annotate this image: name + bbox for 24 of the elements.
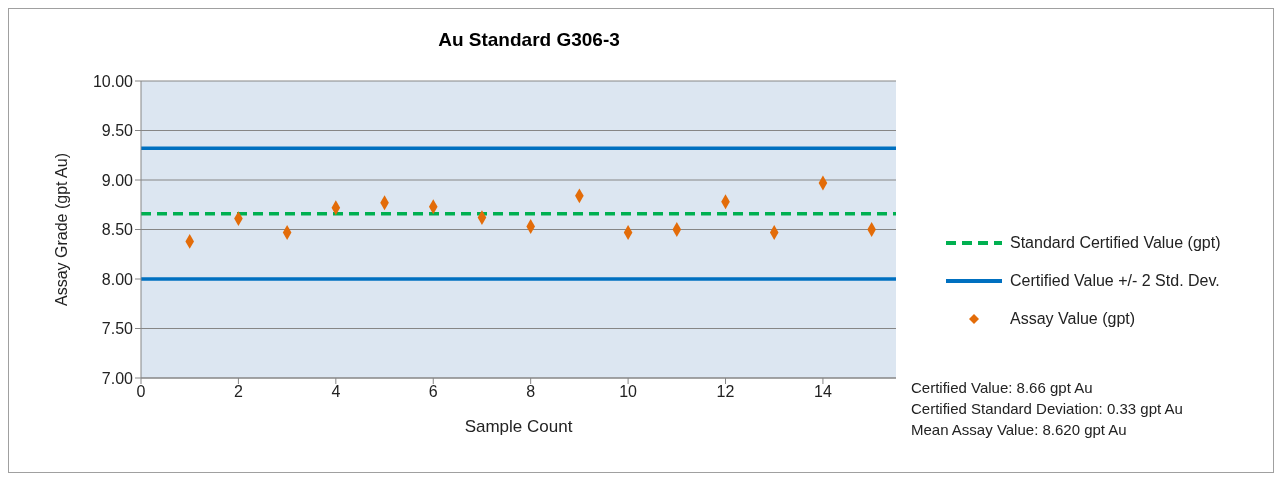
x-tick-label: 4 (331, 383, 341, 401)
x-tick-label: 6 (428, 383, 438, 401)
x-tick-label: 0 (136, 383, 146, 401)
x-tick-label: 2 (233, 383, 243, 401)
text: Certified Value: 8.66 gpt Au (911, 378, 1094, 398)
y-tick-label: 9.50 (101, 122, 134, 140)
legend-label: Standard Certified Value (gpt) (1010, 234, 1221, 252)
legend-label: Certified Value +/- 2 Std. Dev. (1010, 272, 1220, 290)
x-tick-label: 14 (814, 383, 832, 401)
text: Certified Standard Deviation: 0.33 gpt Au (911, 399, 1183, 419)
legend-label: Assay Value (gpt) (1010, 310, 1136, 328)
y-tick-label: 10.00 (92, 72, 134, 90)
y-tick-label: 7.50 (101, 320, 134, 338)
x-axis-title: Sample Count (464, 417, 573, 436)
x-tick-label: 8 (526, 383, 536, 401)
x-tick-label: 12 (716, 383, 735, 401)
y-tick-label: 9.00 (101, 171, 134, 189)
y-tick-label: 8.00 (101, 270, 134, 288)
y-axis-title: Assay Grade (gpt Au) (52, 153, 70, 306)
y-tick-label: 7.00 (101, 369, 134, 387)
y-tick-label: 8.50 (101, 221, 134, 239)
text: Mean Assay Value: 8.620 gpt Au (911, 420, 1128, 440)
x-tick-label: 10 (619, 383, 638, 401)
chart-title: Au Standard G306-3 (437, 29, 621, 51)
